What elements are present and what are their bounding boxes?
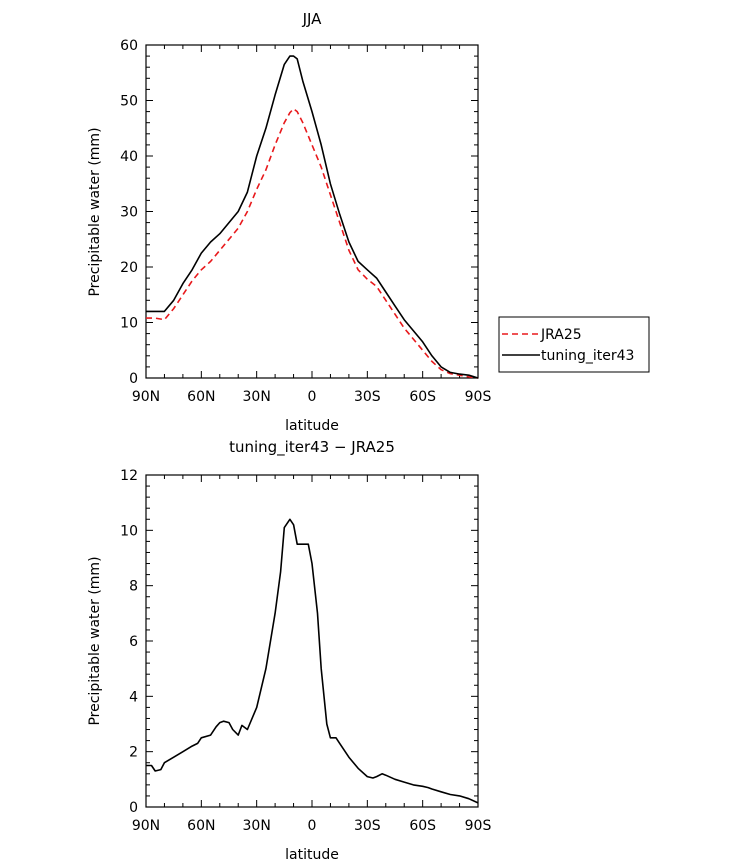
chart-panel-top: JJA latitude Precipitable water (mm) 90N… <box>87 10 491 434</box>
x-tick-label: 30S <box>354 389 381 405</box>
y-tick-label: 10 <box>120 316 138 332</box>
y-tick-label: 12 <box>120 468 138 484</box>
x-tick-label: 60S <box>409 389 436 405</box>
chart-title: tuning_iter43 − JRA25 <box>229 438 395 457</box>
series-line-tuning-iter43-jra25 <box>146 518 479 804</box>
x-tick-label: 90S <box>465 389 492 405</box>
y-tick-label: 0 <box>129 371 138 387</box>
x-tick-label: 90N <box>132 389 160 405</box>
y-tick-label: 60 <box>120 38 138 54</box>
legend-label-tuning: tuning_iter43 <box>541 348 634 364</box>
y-tick-label: 30 <box>120 205 138 221</box>
y-tick-label: 2 <box>129 745 138 761</box>
legend-label-jra25: JRA25 <box>540 327 582 343</box>
y-tick-label: 4 <box>129 689 138 705</box>
y-tick-label: 50 <box>120 94 138 110</box>
x-tick-label: 0 <box>308 818 317 834</box>
y-tick-label: 6 <box>129 634 138 650</box>
legend: JRA25 tuning_iter43 <box>498 316 650 373</box>
y-tick-label: 8 <box>129 579 138 595</box>
series-line-tuning-iter43 <box>146 55 479 379</box>
y-tick-label: 40 <box>120 149 138 165</box>
y-axis-label: Precipitable water (mm) <box>87 127 103 296</box>
x-tick-label: 30S <box>354 818 381 834</box>
x-tick-label: 90S <box>465 818 492 834</box>
plot-frame <box>145 44 479 379</box>
x-tick-label: 30N <box>243 389 271 405</box>
chart-panel-bottom: tuning_iter43 − JRA25 latitude Precipita… <box>87 438 491 863</box>
x-tick-label: 30N <box>243 818 271 834</box>
x-axis-label: latitude <box>285 418 339 434</box>
y-tick-label: 0 <box>129 800 138 816</box>
x-tick-label: 60S <box>409 818 436 834</box>
x-tick-label: 60N <box>187 389 215 405</box>
legend-box <box>498 316 650 373</box>
y-tick-label: 10 <box>120 523 138 539</box>
x-tick-label: 60N <box>187 818 215 834</box>
x-tick-label: 0 <box>308 389 317 405</box>
y-tick-label: 20 <box>120 260 138 276</box>
chart-title: JJA <box>302 10 323 28</box>
x-tick-label: 90N <box>132 818 160 834</box>
plot-frame <box>145 474 479 808</box>
x-axis-label: latitude <box>285 847 339 863</box>
series-line-jra25 <box>146 108 479 379</box>
y-axis-label: Precipitable water (mm) <box>87 556 103 725</box>
